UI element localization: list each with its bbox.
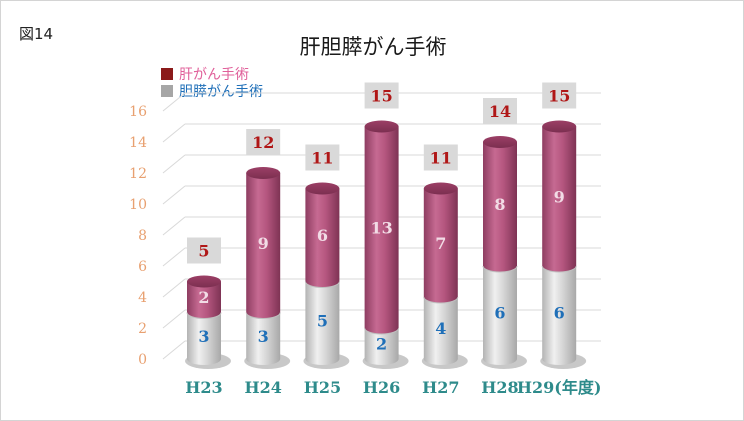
x-tick-label: H27 (422, 378, 459, 397)
bar-segment-liver (187, 281, 221, 319)
total-label-box (542, 82, 577, 109)
y-tick-label: 8 (138, 228, 147, 244)
y-tick-label: 10 (129, 197, 147, 213)
grid-diagonal (162, 278, 186, 298)
total-label-box (483, 98, 517, 124)
grid-diagonal (162, 154, 186, 174)
legend-item-liver: 肝がん手術 (161, 65, 263, 83)
data-label-liver: 7 (435, 234, 446, 253)
total-label: 15 (370, 87, 392, 106)
y-tick-label: 4 (138, 290, 147, 306)
grid-diagonal (162, 340, 186, 360)
data-label-biliary: 6 (494, 304, 505, 323)
total-label: 12 (252, 133, 274, 152)
data-label-liver: 8 (494, 195, 505, 214)
total-label: 11 (430, 149, 452, 168)
bar-seam (186, 312, 222, 319)
bar-top-cap (423, 182, 458, 195)
bar-segment-liver (305, 188, 340, 288)
total-label-box (246, 129, 281, 155)
legend-swatch-biliary (161, 84, 173, 97)
bar-segment-liver (246, 173, 281, 319)
bar-top-cap (246, 167, 281, 179)
legend: 肝がん手術 胆膵がん手術 (161, 65, 263, 100)
bar-seam (423, 296, 459, 304)
legend-swatch-liver (161, 67, 173, 80)
bar-segment-biliary (423, 297, 458, 365)
data-label-biliary: 2 (376, 335, 387, 354)
total-label-box (305, 144, 340, 171)
bar-segment-liver (423, 188, 458, 303)
bar-top-cap (542, 120, 577, 133)
bar-segment-biliary (542, 266, 577, 365)
total-label: 14 (489, 102, 511, 121)
bar-segment-liver (364, 126, 399, 334)
data-label-liver: 9 (554, 187, 565, 206)
data-label-liver: 13 (370, 218, 392, 237)
data-label-biliary: 5 (317, 311, 328, 330)
y-tick-label: 12 (129, 166, 147, 182)
bar-segment-liver (483, 142, 517, 272)
grid-diagonal (162, 185, 186, 205)
bar-seam (304, 281, 340, 288)
data-label-biliary: 6 (554, 304, 565, 323)
legend-item-biliary: 胆膵がん手術 (161, 82, 263, 100)
grid-diagonal (162, 309, 186, 329)
x-tick-label: H26 (363, 378, 400, 397)
y-tick-label: 2 (138, 321, 147, 337)
grid-diagonal (162, 216, 186, 236)
grid-diagonal (162, 92, 186, 112)
bar-segment-biliary (364, 328, 399, 365)
x-tick-label: H28 (481, 378, 518, 397)
total-label: 5 (198, 242, 209, 261)
y-tick-label: 0 (138, 352, 147, 368)
chart-title: 肝胆膵がん手術 (299, 35, 447, 59)
y-tick-label: 6 (138, 259, 147, 275)
bar-segment-liver (542, 126, 577, 272)
figure-label: 図14 (19, 25, 54, 43)
bar-seam (482, 265, 518, 273)
data-label-liver: 6 (317, 226, 328, 245)
data-label-biliary: 4 (435, 319, 446, 338)
bar-segment-biliary (246, 312, 281, 365)
bar-top-cap (364, 120, 399, 133)
bar-seam (364, 327, 400, 335)
bar-segment-biliary (187, 312, 221, 365)
grid-diagonal (162, 247, 186, 267)
total-label-box (364, 82, 399, 109)
x-tick-label: H24 (245, 378, 282, 397)
bar-top-cap (483, 136, 517, 148)
total-label-box (423, 144, 458, 171)
data-label-liver: 2 (198, 288, 209, 307)
y-tick-label: 14 (129, 135, 147, 151)
x-tick-label: H29(年度) (517, 378, 602, 397)
data-label-biliary: 3 (198, 327, 209, 346)
bar-segment-biliary (305, 281, 340, 365)
legend-label-liver: 肝がん手術 (179, 66, 249, 83)
y-tick-label: 16 (129, 104, 147, 120)
total-label: 15 (548, 87, 570, 106)
total-label-box (187, 237, 221, 264)
bar-segment-biliary (483, 266, 517, 365)
bar-seam (245, 312, 281, 319)
x-tick-label: H25 (304, 378, 341, 397)
bar-top-cap (305, 182, 340, 195)
grid-diagonal (162, 123, 186, 143)
data-label-biliary: 3 (258, 327, 269, 346)
data-label-liver: 9 (258, 234, 269, 253)
bar-top-cap (187, 275, 221, 288)
bar-seam (541, 265, 577, 273)
legend-label-biliary: 胆膵がん手術 (179, 83, 263, 100)
x-tick-label: H23 (185, 378, 222, 397)
total-label: 11 (311, 149, 333, 168)
